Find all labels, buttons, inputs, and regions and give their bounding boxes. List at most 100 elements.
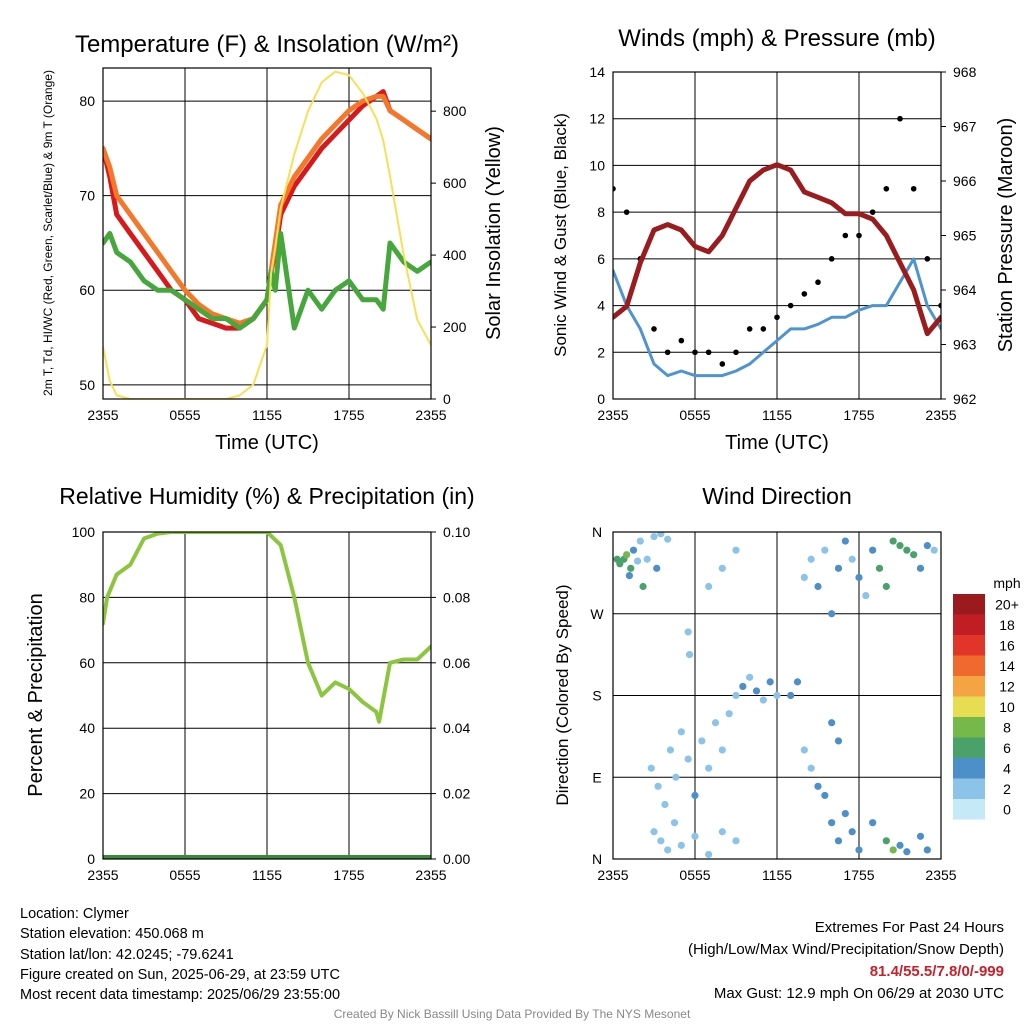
- temperature-y2tick-label: 600: [443, 175, 467, 191]
- humidity-y2tick-label: 0.10: [443, 524, 470, 540]
- direction-point: [807, 555, 815, 563]
- temperature-xtick-label: 2355: [87, 407, 118, 423]
- winds-xtick-label: 2355: [597, 407, 628, 423]
- direction-point: [759, 696, 767, 704]
- winds-xtick-label: 1155: [762, 407, 792, 423]
- direction-point: [650, 828, 658, 836]
- direction-point: [634, 557, 642, 565]
- gust-point: [678, 337, 685, 344]
- winds-xtick-label: 1755: [843, 407, 874, 423]
- direction-point: [718, 746, 726, 754]
- winds-y2tick-label: 964: [953, 282, 977, 298]
- direction-points-group: [613, 532, 938, 859]
- direction-point: [930, 546, 938, 554]
- gust-point: [623, 209, 630, 215]
- gust-point: [733, 349, 739, 356]
- winds-y2tick-label: 966: [953, 173, 977, 189]
- direction-point: [625, 572, 634, 580]
- direction-ytick-label: W: [590, 606, 604, 622]
- direction-ytick-label: N: [592, 851, 602, 867]
- colorbar-label: 6: [1003, 740, 1011, 756]
- winds-xtick-label: 0555: [679, 407, 710, 423]
- created-text: Figure created on Sun, 2025-06-29, at 23…: [20, 966, 340, 983]
- direction-point: [677, 728, 685, 736]
- direction-point: [705, 582, 713, 591]
- direction-point: [855, 846, 863, 854]
- direction-point: [685, 651, 694, 659]
- direction-point: [889, 537, 897, 545]
- direction-point: [916, 564, 925, 572]
- direction-xtick-label: 1755: [843, 867, 874, 883]
- winds-y2tick-label: 963: [953, 337, 977, 353]
- winds-y2label: Station Pressure (Maroon): [995, 118, 1017, 353]
- extremes-subtitle: (High/Low/Max Wind/Precipitation/Snow De…: [688, 941, 1004, 958]
- colorbar-swatch: [953, 635, 985, 656]
- series-line-station-pressure: [613, 162, 941, 337]
- colorbar-swatch: [953, 655, 985, 676]
- colorbar-swatch: [953, 758, 985, 779]
- direction-point: [691, 832, 699, 840]
- colorbar-swatch: [953, 799, 985, 820]
- direction-point: [855, 573, 863, 582]
- gust-point: [692, 349, 698, 356]
- direction-point: [834, 737, 843, 745]
- direction-xtick-label: 2355: [925, 867, 956, 883]
- direction-point: [672, 773, 680, 781]
- direction-point: [896, 841, 904, 849]
- direction-point: [677, 841, 685, 849]
- gust-point: [910, 185, 917, 192]
- gust-point: [815, 279, 821, 286]
- direction-point: [800, 573, 808, 582]
- direction-point: [664, 846, 672, 854]
- direction-point: [766, 678, 774, 686]
- humidity-xtick-label: 0555: [169, 867, 200, 883]
- elevation-text: Station elevation: 450.068 m: [20, 926, 204, 943]
- direction-point: [923, 846, 931, 854]
- direction-point: [828, 610, 836, 618]
- gust-point: [787, 302, 794, 309]
- direction-point: [650, 532, 658, 541]
- gust-point: [746, 326, 753, 332]
- series-line-relative-humidity: [103, 532, 431, 724]
- colorbar-label: 16: [999, 637, 1015, 653]
- gust-point: [842, 232, 849, 239]
- colorbar-label: 4: [1003, 760, 1011, 776]
- gust-point: [774, 314, 780, 321]
- gust-point: [883, 185, 890, 192]
- gust-point: [664, 349, 671, 356]
- series-line-solar-insolation: [103, 70, 431, 399]
- direction-point: [882, 582, 890, 591]
- humidity-title: Relative Humidity (%) & Precipitation (i…: [59, 483, 474, 509]
- temperature-ytick-label: 60: [79, 282, 95, 298]
- temperature-y2tick-label: 0: [443, 391, 451, 407]
- direction-point: [725, 710, 733, 718]
- humidity-xtick-label: 1155: [252, 867, 282, 883]
- humidity-series-group: [103, 532, 431, 859]
- direction-point: [732, 546, 740, 554]
- humidity-y2tick-label: 0.00: [443, 851, 470, 867]
- colorbar-swatch: [953, 696, 985, 717]
- temperature-xtick-label: 1755: [333, 407, 364, 423]
- winds-ylabel: Sonic Wind & Gust (Blue, Black): [551, 113, 570, 357]
- direction-xtick-label: 1155: [762, 867, 792, 883]
- temperature-y2label: Solar Insolation (Yellow): [483, 126, 505, 340]
- direction-point: [732, 837, 740, 845]
- winds-xtick-label: 2355: [925, 407, 956, 423]
- colorbar-label: 18: [999, 617, 1015, 633]
- colorbar-swatch: [953, 594, 985, 615]
- humidity-ytick-label: 0: [87, 851, 95, 867]
- temperature-xtick-label: 2355: [415, 407, 446, 423]
- gust-point: [705, 349, 712, 356]
- winds-frame: [612, 71, 942, 400]
- colorbar-label: 2: [1003, 781, 1011, 797]
- direction-point: [752, 687, 761, 695]
- direction-ytick-label: S: [592, 688, 601, 704]
- temperature-xtick-label: 0555: [169, 407, 200, 423]
- direction-point: [711, 719, 720, 727]
- gust-point: [613, 185, 616, 192]
- colorbar-title: mph: [993, 575, 1020, 591]
- max-gust-text: Max Gust: 12.9 mph On 06/29 at 2030 UTC: [713, 985, 1004, 1002]
- direction-point: [800, 746, 808, 754]
- gust-point: [924, 256, 931, 262]
